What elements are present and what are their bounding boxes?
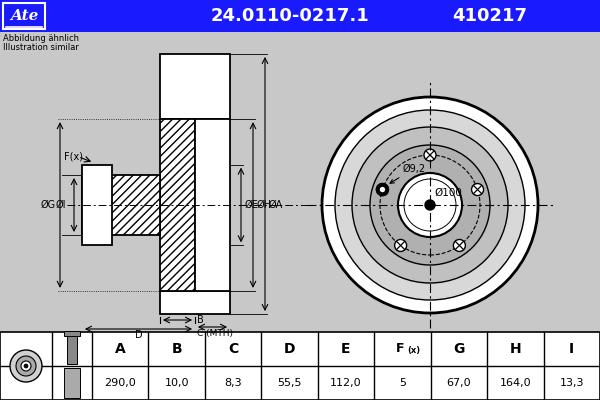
Text: B: B: [197, 315, 204, 325]
Circle shape: [380, 187, 385, 192]
Text: ØH: ØH: [257, 200, 272, 210]
Circle shape: [16, 356, 36, 376]
Text: 164,0: 164,0: [500, 378, 531, 388]
Text: D: D: [284, 342, 295, 356]
Text: Abbildung ähnlich: Abbildung ähnlich: [3, 34, 79, 43]
Text: Illustration similar: Illustration similar: [3, 43, 79, 52]
Circle shape: [352, 127, 508, 283]
Bar: [82, 165, 112, 245]
Text: ØI: ØI: [56, 200, 66, 210]
Text: G: G: [453, 342, 464, 356]
Text: ØA: ØA: [269, 200, 283, 210]
Circle shape: [424, 149, 436, 161]
Bar: [3, 3, 45, 29]
Bar: [67, 334, 77, 364]
Circle shape: [370, 145, 490, 265]
Circle shape: [472, 184, 484, 196]
Text: A: A: [115, 342, 125, 356]
Text: 24.0110-0217.1: 24.0110-0217.1: [211, 7, 370, 25]
Text: 8,3: 8,3: [224, 378, 242, 388]
Circle shape: [21, 361, 31, 371]
Bar: [0, 0, 600, 32]
Text: Ate: Ate: [10, 9, 38, 23]
Bar: [64, 368, 80, 398]
Text: I: I: [569, 342, 574, 356]
Text: (x): (x): [407, 346, 421, 356]
Bar: [160, 119, 195, 291]
Circle shape: [335, 110, 525, 300]
Text: Ø100: Ø100: [434, 188, 462, 198]
Text: C (MTH): C (MTH): [197, 329, 233, 338]
Circle shape: [398, 173, 462, 237]
Text: 410217: 410217: [452, 7, 527, 25]
Circle shape: [376, 184, 388, 196]
Circle shape: [454, 240, 466, 252]
Bar: [0, 32, 600, 332]
Text: F: F: [396, 342, 404, 356]
Text: ØG: ØG: [41, 200, 56, 210]
Bar: [160, 291, 230, 314]
Text: 290,0: 290,0: [104, 378, 136, 388]
Bar: [160, 54, 230, 119]
Text: H: H: [509, 342, 521, 356]
Circle shape: [425, 200, 435, 210]
Text: 112,0: 112,0: [330, 378, 362, 388]
Bar: [82, 175, 160, 235]
Text: 13,3: 13,3: [560, 378, 584, 388]
Bar: [0, 332, 600, 400]
Text: E: E: [341, 342, 351, 356]
Circle shape: [395, 240, 407, 252]
Circle shape: [10, 350, 42, 382]
Text: 67,0: 67,0: [446, 378, 471, 388]
Circle shape: [322, 97, 538, 313]
Text: 10,0: 10,0: [164, 378, 189, 388]
Circle shape: [24, 364, 28, 368]
Text: F(x): F(x): [64, 152, 83, 162]
Text: B: B: [172, 342, 182, 356]
Bar: [195, 119, 230, 291]
Text: C: C: [228, 342, 238, 356]
Text: abcp: abcp: [378, 278, 452, 306]
Circle shape: [376, 184, 388, 196]
Text: ØE: ØE: [245, 200, 259, 210]
Text: Ø9,2: Ø9,2: [390, 164, 425, 183]
Text: 55,5: 55,5: [277, 378, 302, 388]
Text: D: D: [134, 330, 142, 340]
Text: 5: 5: [399, 378, 406, 388]
Bar: [64, 331, 80, 336]
Circle shape: [404, 179, 456, 231]
